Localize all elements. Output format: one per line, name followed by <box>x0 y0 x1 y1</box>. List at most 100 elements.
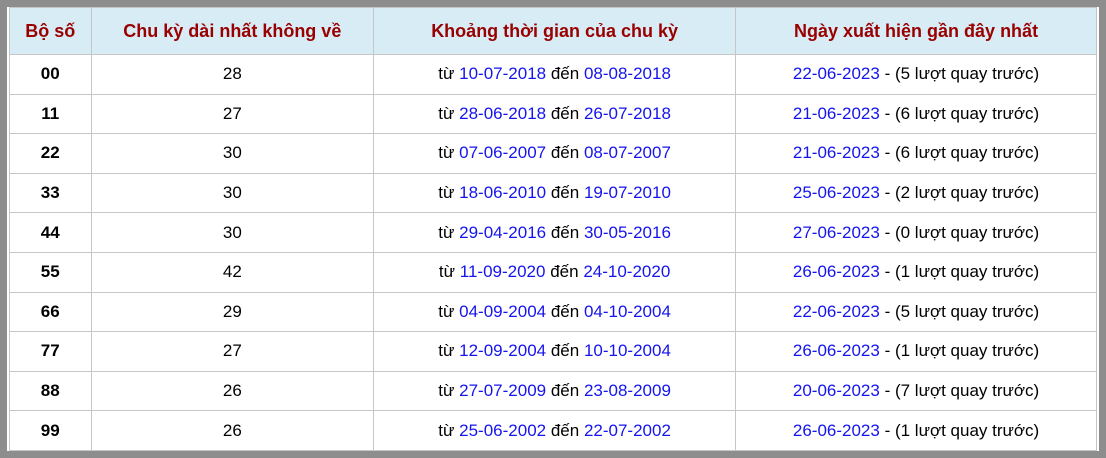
draws-ago-text: - (6 lượt quay trước) <box>884 143 1040 163</box>
cycle-length: 27 <box>90 93 375 135</box>
col-header-pair: Bộ số <box>9 7 92 55</box>
cycle-range-cell: từ 25-06-2002 đến 22-07-2002 <box>373 410 737 451</box>
draws-ago-text: - (7 lượt quay trước) <box>884 381 1040 401</box>
range-end-date-link[interactable]: 04-10-2004 <box>583 301 671 321</box>
range-start-date-link[interactable]: 18-06-2010 <box>459 183 547 203</box>
range-start-date-link[interactable]: 28-06-2018 <box>459 103 547 123</box>
draws-ago-text: - (1 lượt quay trước) <box>884 420 1040 440</box>
last-seen-date-link[interactable]: 21-06-2023 <box>792 143 880 163</box>
range-separator-label: đến <box>550 262 579 282</box>
pair-number: 44 <box>9 212 92 253</box>
last-seen-date-link[interactable]: 26-06-2023 <box>792 341 880 361</box>
range-separator-label: đến <box>550 222 580 242</box>
range-end-date-link[interactable]: 08-08-2018 <box>583 64 671 84</box>
range-end-date-link[interactable]: 30-05-2016 <box>583 222 671 242</box>
last-seen-date-link[interactable]: 26-06-2023 <box>792 420 880 440</box>
range-start-date-link[interactable]: 12-09-2004 <box>459 341 547 361</box>
cycle-length: 29 <box>90 291 375 333</box>
draws-ago-text: - (1 lượt quay trước) <box>884 341 1040 361</box>
range-separator-label: đến <box>550 301 580 321</box>
range-end-date-link[interactable]: 24-10-2020 <box>583 262 671 282</box>
cycle-range-cell: từ 29-04-2016 đến 30-05-2016 <box>373 212 737 253</box>
draws-ago-text: - (0 lượt quay trước) <box>884 222 1040 242</box>
col-header-longest-cycle: Chu kỳ dài nhất không về <box>90 7 375 55</box>
range-prefix-label: từ <box>438 301 455 321</box>
range-separator-label: đến <box>550 64 580 84</box>
cycle-length: 42 <box>90 251 375 293</box>
last-seen-date-link[interactable]: 25-06-2023 <box>792 183 880 203</box>
draws-ago-text: - (5 lượt quay trước) <box>884 64 1040 84</box>
range-prefix-label: từ <box>438 103 455 123</box>
last-seen-date-link[interactable]: 22-06-2023 <box>792 301 880 321</box>
last-seen-date-link[interactable]: 20-06-2023 <box>792 381 880 401</box>
draws-ago-text: - (2 lượt quay trước) <box>884 183 1040 203</box>
col-header-cycle-range: Khoảng thời gian của chu kỳ <box>373 7 737 55</box>
last-seen-cell: 26-06-2023 - (1 lượt quay trước) <box>735 410 1097 451</box>
table-row: 11 27 từ 28-06-2018 đến 26-07-2018 21-06… <box>9 93 1097 135</box>
range-separator-label: đến <box>550 103 580 123</box>
table-row: 44 30 từ 29-04-2016 đến 30-05-2016 27-06… <box>9 212 1097 253</box>
col-header-last-seen: Ngày xuất hiện gần đây nhất <box>735 7 1097 55</box>
range-separator-label: đến <box>550 183 580 203</box>
last-seen-cell: 25-06-2023 - (2 lượt quay trước) <box>735 172 1097 214</box>
range-prefix-label: từ <box>438 143 455 163</box>
range-start-date-link[interactable]: 29-04-2016 <box>459 222 547 242</box>
last-seen-cell: 22-06-2023 - (5 lượt quay trước) <box>735 54 1097 95</box>
cycle-length: 27 <box>90 331 375 372</box>
range-start-date-link[interactable]: 25-06-2002 <box>459 420 547 440</box>
range-start-date-link[interactable]: 11-09-2020 <box>459 262 546 282</box>
lottery-cycle-table: Bộ số Chu kỳ dài nhất không về Khoảng th… <box>9 7 1097 451</box>
cycle-length: 26 <box>90 410 375 451</box>
draws-ago-text: - (6 lượt quay trước) <box>884 103 1040 123</box>
table-row: 66 29 từ 04-09-2004 đến 04-10-2004 22-06… <box>9 291 1097 333</box>
table-row: 55 42 từ 11-09-2020 đến 24-10-2020 26-06… <box>9 251 1097 293</box>
last-seen-date-link[interactable]: 21-06-2023 <box>792 103 880 123</box>
cycle-range-cell: từ 11-09-2020 đến 24-10-2020 <box>373 251 737 293</box>
range-end-date-link[interactable]: 19-07-2010 <box>583 183 671 203</box>
range-separator-label: đến <box>550 341 580 361</box>
last-seen-date-link[interactable]: 27-06-2023 <box>792 222 880 242</box>
range-start-date-link[interactable]: 10-07-2018 <box>459 64 547 84</box>
table-row: 22 30 từ 07-06-2007 đến 08-07-2007 21-06… <box>9 133 1097 174</box>
range-start-date-link[interactable]: 04-09-2004 <box>459 301 547 321</box>
range-start-date-link[interactable]: 07-06-2007 <box>459 143 547 163</box>
range-prefix-label: từ <box>438 420 455 440</box>
cycle-range-cell: từ 28-06-2018 đến 26-07-2018 <box>373 93 737 135</box>
pair-number: 77 <box>9 331 92 372</box>
last-seen-cell: 26-06-2023 - (1 lượt quay trước) <box>735 251 1097 293</box>
pair-number: 88 <box>9 370 92 412</box>
range-separator-label: đến <box>550 381 580 401</box>
pair-number: 99 <box>9 410 92 451</box>
last-seen-cell: 21-06-2023 - (6 lượt quay trước) <box>735 133 1097 174</box>
cycle-length: 30 <box>90 172 375 214</box>
pair-number: 11 <box>9 93 92 135</box>
cycle-range-cell: từ 10-07-2018 đến 08-08-2018 <box>373 54 737 95</box>
range-prefix-label: từ <box>438 381 455 401</box>
draws-ago-text: - (5 lượt quay trước) <box>884 301 1040 321</box>
range-end-date-link[interactable]: 23-08-2009 <box>583 381 671 401</box>
last-seen-date-link[interactable]: 22-06-2023 <box>792 64 880 84</box>
range-prefix-label: từ <box>438 64 455 84</box>
pair-number: 55 <box>9 251 92 293</box>
cycle-range-cell: từ 27-07-2009 đến 23-08-2009 <box>373 370 737 412</box>
range-end-date-link[interactable]: 10-10-2004 <box>583 341 671 361</box>
last-seen-cell: 20-06-2023 - (7 lượt quay trước) <box>735 370 1097 412</box>
table-row: 33 30 từ 18-06-2010 đến 19-07-2010 25-06… <box>9 172 1097 214</box>
range-separator-label: đến <box>550 420 580 440</box>
range-end-date-link[interactable]: 08-07-2007 <box>583 143 671 163</box>
last-seen-cell: 27-06-2023 - (0 lượt quay trước) <box>735 212 1097 253</box>
range-start-date-link[interactable]: 27-07-2009 <box>459 381 547 401</box>
range-end-date-link[interactable]: 22-07-2002 <box>583 420 671 440</box>
cycle-range-cell: từ 18-06-2010 đến 19-07-2010 <box>373 172 737 214</box>
header-row: Bộ số Chu kỳ dài nhất không về Khoảng th… <box>9 7 1097 55</box>
table-row: 99 26 từ 25-06-2002 đến 22-07-2002 26-06… <box>9 410 1097 451</box>
range-end-date-link[interactable]: 26-07-2018 <box>583 103 671 123</box>
pair-number: 33 <box>9 172 92 214</box>
pair-number: 00 <box>9 54 92 95</box>
cycle-length: 30 <box>90 133 375 174</box>
table-row: 88 26 từ 27-07-2009 đến 23-08-2009 20-06… <box>9 370 1097 412</box>
cycle-range-cell: từ 04-09-2004 đến 04-10-2004 <box>373 291 737 333</box>
range-prefix-label: từ <box>438 262 456 282</box>
last-seen-date-link[interactable]: 26-06-2023 <box>792 262 880 282</box>
